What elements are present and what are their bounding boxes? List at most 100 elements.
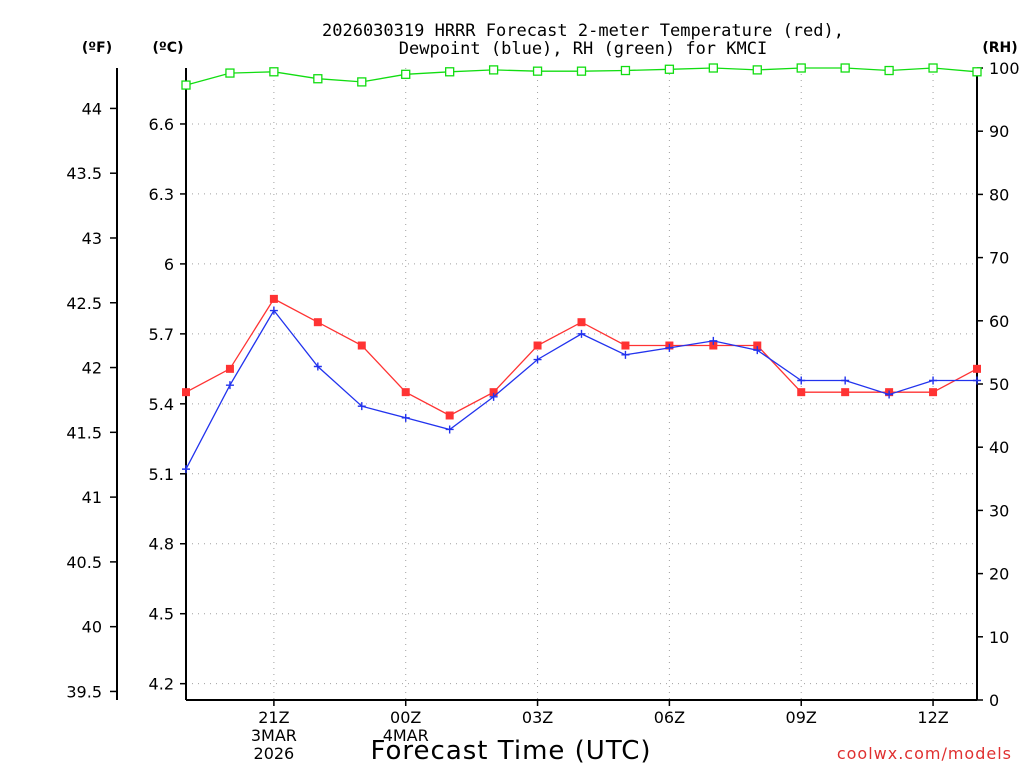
rh-point: [532, 66, 543, 76]
rh-point: [796, 63, 806, 73]
dewpoint-point: [797, 376, 806, 385]
rh-point: [928, 63, 938, 73]
dewpoint-point: [929, 376, 938, 385]
dewpoint-point: [401, 413, 410, 422]
date-tick-label: 3MAR: [251, 726, 297, 745]
rh-tick-label: 40: [989, 438, 1009, 457]
rh-point: [664, 64, 675, 74]
celsius-unit-label: (ºC): [153, 40, 184, 56]
fahrenheit-tick-label: 43.5: [66, 164, 102, 183]
fahrenheit-tick-label: 39.5: [66, 682, 102, 701]
fahrenheit-tick-label: 41: [82, 488, 102, 507]
chart-title-line-2: Dewpoint (blue), RH (green) for KMCI: [399, 39, 767, 59]
data-series: [181, 63, 982, 474]
time-tick-label: 09Z: [786, 708, 817, 727]
temperature-point: [313, 318, 322, 327]
dewpoint-point: [665, 343, 674, 352]
temperature-point: [709, 341, 718, 350]
temperature-point: [621, 341, 630, 350]
temperature-point: [577, 318, 586, 327]
celsius-tick-label: 6.6: [149, 115, 174, 134]
dewpoint-point: [753, 346, 762, 355]
time-tick-label: 12Z: [917, 708, 948, 727]
rh-tick-label: 70: [989, 249, 1009, 268]
dewpoint-point: [841, 376, 850, 385]
rh-point: [225, 68, 235, 78]
temperature-point: [269, 294, 278, 303]
celsius-tick-label: 5.7: [149, 325, 174, 344]
dewpoint-point: [225, 381, 234, 390]
rh-tick-label: 20: [989, 565, 1009, 584]
temperature-point: [797, 388, 806, 397]
x-axis-title: Forecast Time (UTC): [370, 736, 651, 766]
temperature-point: [973, 364, 981, 373]
celsius-tick-label: 5.1: [149, 465, 174, 484]
dewpoint-point: [182, 465, 190, 474]
dewpoint-point: [885, 390, 894, 399]
dewpoint-point: [269, 306, 278, 315]
temperature-point: [753, 341, 762, 350]
rh-point: [401, 69, 411, 79]
temperature-point: [489, 388, 498, 397]
rh-point: [884, 65, 894, 76]
rh-point: [840, 63, 850, 73]
rh-tick-label: 10: [989, 628, 1009, 647]
chart-title-line-1: 2026030319 HRRR Forecast 2-meter Tempera…: [322, 21, 844, 41]
rh-point: [708, 63, 718, 73]
time-tick-label: 00Z: [390, 708, 421, 727]
rh-tick-label: 50: [989, 375, 1009, 394]
date-tick-label: 2026: [254, 744, 295, 763]
rh-tick-label: 60: [989, 312, 1009, 331]
temperature-point: [533, 341, 542, 350]
rh-point: [269, 67, 279, 77]
rh-tick-label: 90: [989, 122, 1009, 141]
rh-tick-label: 100: [989, 59, 1020, 78]
celsius-tick-label: 4.2: [149, 675, 174, 694]
temperature-point: [401, 388, 410, 397]
rh-tick-label: 0: [989, 691, 999, 710]
rh-point: [488, 65, 499, 75]
dewpoint-point: [445, 425, 454, 434]
credit-link[interactable]: coolwx.com/models: [837, 744, 1012, 763]
fahrenheit-tick-label: 42: [82, 359, 102, 378]
celsius-tick-label: 4.8: [149, 535, 174, 554]
fahrenheit-tick-label: 40.5: [66, 553, 102, 572]
rh-tick-label: 30: [989, 501, 1009, 520]
rh-point: [357, 77, 367, 87]
dewpoint-point: [577, 329, 586, 338]
dewpoint-point: [973, 376, 981, 385]
time-tick-label: 06Z: [654, 708, 685, 727]
celsius-tick-label: 6.3: [149, 185, 174, 204]
dewpoint-point: [489, 392, 498, 401]
temperature-point: [225, 364, 234, 373]
rh-point: [445, 67, 455, 77]
celsius-tick-label: 4.5: [149, 605, 174, 624]
celsius-tick-label: 6: [164, 255, 174, 274]
grid-lines: [186, 68, 977, 700]
temperature-point: [841, 388, 850, 397]
rh-point: [576, 66, 587, 76]
fahrenheit-tick-label: 41.5: [66, 423, 102, 442]
fahrenheit-tick-label: 44: [82, 99, 102, 118]
rh-tick-label: 80: [989, 185, 1009, 204]
temperature-point: [929, 388, 938, 397]
temperature-line: [185, 298, 978, 417]
time-tick-label: 03Z: [522, 708, 553, 727]
rh-point: [313, 74, 323, 84]
dewpoint-point: [709, 336, 718, 345]
dewpoint-point: [621, 350, 630, 359]
dewpoint-point: [533, 355, 542, 364]
dewpoint-point: [313, 362, 322, 371]
axes: [116, 68, 978, 701]
rh-point: [972, 67, 982, 77]
temperature-point: [445, 411, 454, 420]
axis-ticks: 4.2 4.5 4.8 5.1 5.4 5.7 6 6.3 6.6 39.5 40 40.5 41 41.…: [66, 59, 1019, 710]
date-tick-label: 4MAR: [383, 726, 429, 745]
rh-unit-label: (RH): [982, 40, 1017, 56]
temperature-point: [357, 341, 366, 350]
celsius-tick-label: 5.4: [149, 395, 174, 414]
fahrenheit-unit-label: (ºF): [82, 40, 112, 56]
fahrenheit-tick-label: 40: [82, 618, 102, 637]
time-tick-label: 21Z: [258, 708, 289, 727]
